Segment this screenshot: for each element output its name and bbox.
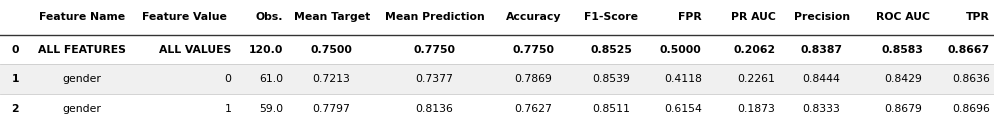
Text: Feature Name: Feature Name bbox=[39, 12, 125, 22]
Text: ALL VALUES: ALL VALUES bbox=[159, 45, 231, 55]
Text: 0.8583: 0.8583 bbox=[881, 45, 922, 55]
Text: 0.8636: 0.8636 bbox=[951, 74, 989, 84]
Text: 0.1873: 0.1873 bbox=[737, 104, 774, 114]
Text: 0.7869: 0.7869 bbox=[514, 74, 552, 84]
Text: Accuracy: Accuracy bbox=[505, 12, 561, 22]
Bar bbox=[0, 94, 994, 124]
Text: 120.0: 120.0 bbox=[248, 45, 283, 55]
Text: 0.6154: 0.6154 bbox=[663, 104, 701, 114]
Text: 0.7750: 0.7750 bbox=[414, 45, 455, 55]
Text: gender: gender bbox=[63, 74, 101, 84]
Text: 0.7213: 0.7213 bbox=[312, 74, 350, 84]
Text: 0.8667: 0.8667 bbox=[947, 45, 989, 55]
Text: Mean Target: Mean Target bbox=[293, 12, 370, 22]
Text: Mean Prediction: Mean Prediction bbox=[385, 12, 484, 22]
Text: 59.0: 59.0 bbox=[259, 104, 283, 114]
Text: F1-Score: F1-Score bbox=[583, 12, 638, 22]
Text: Precision: Precision bbox=[793, 12, 849, 22]
Bar bbox=[0, 35, 994, 64]
Bar bbox=[0, 64, 994, 94]
Text: 0.8679: 0.8679 bbox=[883, 104, 920, 114]
Text: 0: 0 bbox=[224, 74, 231, 84]
Text: ALL FEATURES: ALL FEATURES bbox=[38, 45, 125, 55]
Text: 0.4118: 0.4118 bbox=[663, 74, 701, 84]
Text: 0.7797: 0.7797 bbox=[312, 104, 350, 114]
Text: 0.8136: 0.8136 bbox=[415, 104, 453, 114]
Text: 0.8429: 0.8429 bbox=[883, 74, 920, 84]
Text: FPR: FPR bbox=[677, 12, 701, 22]
Text: 0.7500: 0.7500 bbox=[310, 45, 352, 55]
Text: 0.7627: 0.7627 bbox=[514, 104, 552, 114]
Text: 61.0: 61.0 bbox=[259, 74, 283, 84]
Text: 1: 1 bbox=[11, 74, 19, 84]
Text: 0.8387: 0.8387 bbox=[800, 45, 842, 55]
Text: Feature Value: Feature Value bbox=[142, 12, 227, 22]
Text: 1: 1 bbox=[225, 104, 231, 114]
Text: 2: 2 bbox=[11, 104, 19, 114]
Text: 0: 0 bbox=[11, 45, 19, 55]
Text: 0.8525: 0.8525 bbox=[589, 45, 631, 55]
Text: Obs.: Obs. bbox=[255, 12, 283, 22]
Text: 0.7750: 0.7750 bbox=[512, 45, 554, 55]
Text: 0.2062: 0.2062 bbox=[733, 45, 774, 55]
Text: TPR: TPR bbox=[965, 12, 989, 22]
Text: 0.8511: 0.8511 bbox=[591, 104, 629, 114]
Text: PR AUC: PR AUC bbox=[730, 12, 774, 22]
Text: 0.8696: 0.8696 bbox=[951, 104, 989, 114]
Text: 0.8444: 0.8444 bbox=[802, 74, 840, 84]
Bar bbox=[0, 0, 994, 35]
Text: 0.8333: 0.8333 bbox=[802, 104, 840, 114]
Text: gender: gender bbox=[63, 104, 101, 114]
Text: 0.5000: 0.5000 bbox=[659, 45, 701, 55]
Text: ROC AUC: ROC AUC bbox=[875, 12, 929, 22]
Text: 0.2261: 0.2261 bbox=[737, 74, 774, 84]
Text: 0.8539: 0.8539 bbox=[591, 74, 629, 84]
Text: 0.7377: 0.7377 bbox=[415, 74, 453, 84]
